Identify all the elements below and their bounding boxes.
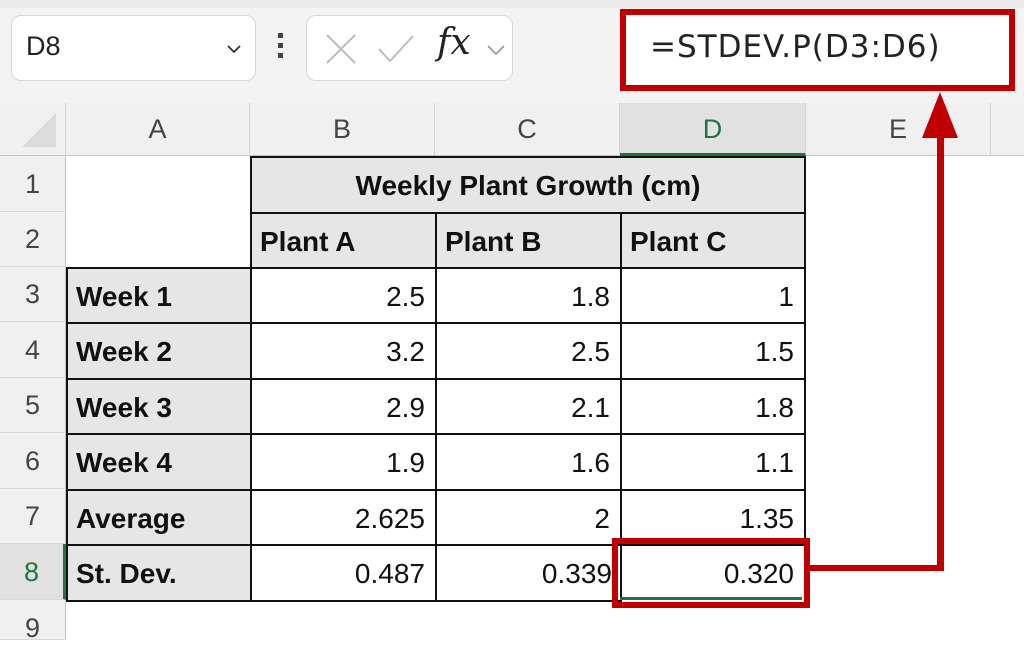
- column-header-e[interactable]: E: [806, 103, 991, 156]
- row-label-average[interactable]: Average: [66, 489, 252, 546]
- cell-c4[interactable]: 2.5: [435, 322, 622, 380]
- more-options-icon[interactable]: [278, 33, 284, 65]
- cell-b7[interactable]: 2.625: [250, 489, 437, 546]
- ribbon-edge: [0, 0, 1024, 8]
- row-label-week-2[interactable]: Week 2: [66, 322, 252, 380]
- column-header-b[interactable]: B: [250, 103, 435, 156]
- row-label-st-dev[interactable]: St. Dev.: [66, 544, 252, 602]
- connector-line-horizontal: [808, 565, 944, 571]
- active-cell-selection: [620, 544, 802, 600]
- name-box-value: D8: [26, 31, 61, 61]
- cancel-x-icon[interactable]: [325, 33, 357, 65]
- row-header-4[interactable]: 4: [0, 322, 66, 378]
- row-header-1[interactable]: 1: [0, 156, 66, 212]
- cell-b4[interactable]: 3.2: [250, 322, 437, 380]
- formula-bar: D8 fx =STDEV.P(D3:D6): [0, 0, 1024, 103]
- column-header-f[interactable]: [991, 103, 1024, 156]
- row-label-week-4[interactable]: Week 4: [66, 433, 252, 491]
- insert-function-icon[interactable]: fx: [437, 22, 471, 63]
- row-label-week-3[interactable]: Week 3: [66, 378, 252, 435]
- cell-c8[interactable]: 0.339: [435, 544, 622, 602]
- header-plant-c[interactable]: Plant C: [620, 212, 806, 269]
- column-header-c[interactable]: C: [435, 103, 620, 156]
- cell-d6[interactable]: 1.1: [620, 433, 806, 491]
- row-header-8[interactable]: 8: [0, 544, 66, 600]
- column-header-d[interactable]: D: [620, 103, 806, 156]
- row-header-9[interactable]: 9: [0, 600, 66, 643]
- header-plant-a[interactable]: Plant A: [250, 212, 437, 269]
- chevron-down-icon[interactable]: [487, 44, 505, 56]
- select-all-button[interactable]: [0, 103, 66, 156]
- cell-b3[interactable]: 2.5: [250, 267, 437, 324]
- enter-check-icon[interactable]: [377, 33, 415, 65]
- cell-d7[interactable]: 1.35: [620, 489, 806, 546]
- row-header-5[interactable]: 5: [0, 378, 66, 433]
- cell-c6[interactable]: 1.6: [435, 433, 622, 491]
- name-box[interactable]: D8: [11, 15, 256, 81]
- spreadsheet-grid: A B C D E 1 2 3 4 5 6 7 8 9 Weekly Plant…: [0, 103, 1024, 643]
- cell-c7[interactable]: 2: [435, 489, 622, 546]
- row-header-3[interactable]: 3: [0, 267, 66, 322]
- table-title[interactable]: Weekly Plant Growth (cm): [250, 156, 806, 214]
- chevron-down-icon[interactable]: [227, 42, 241, 56]
- header-plant-b[interactable]: Plant B: [435, 212, 622, 269]
- cell-c3[interactable]: 1.8: [435, 267, 622, 324]
- result-highlight-box: [612, 538, 810, 608]
- cell-b8[interactable]: 0.487: [250, 544, 437, 602]
- arrow-up-icon: [922, 92, 958, 138]
- row-header-7[interactable]: 7: [0, 489, 66, 544]
- cell-b6[interactable]: 1.9: [250, 433, 437, 491]
- row-label-week-1[interactable]: Week 1: [66, 267, 252, 324]
- cell-d5[interactable]: 1.8: [620, 378, 806, 435]
- cell-d4[interactable]: 1.5: [620, 322, 806, 380]
- cell-b5[interactable]: 2.9: [250, 378, 437, 435]
- column-header-a[interactable]: A: [66, 103, 250, 156]
- cell-d8-active[interactable]: 0.320: [620, 544, 806, 602]
- formula-input-highlight[interactable]: =STDEV.P(D3:D6): [620, 9, 1015, 91]
- cell-c5[interactable]: 2.1: [435, 378, 622, 435]
- row-header-2[interactable]: 2: [0, 212, 66, 267]
- formula-controls: fx: [306, 15, 513, 81]
- formula-input[interactable]: =STDEV.P(D3:D6): [650, 29, 941, 65]
- cell-d3[interactable]: 1: [620, 267, 806, 324]
- row-header-6[interactable]: 6: [0, 433, 66, 489]
- connector-line-vertical: [937, 128, 944, 571]
